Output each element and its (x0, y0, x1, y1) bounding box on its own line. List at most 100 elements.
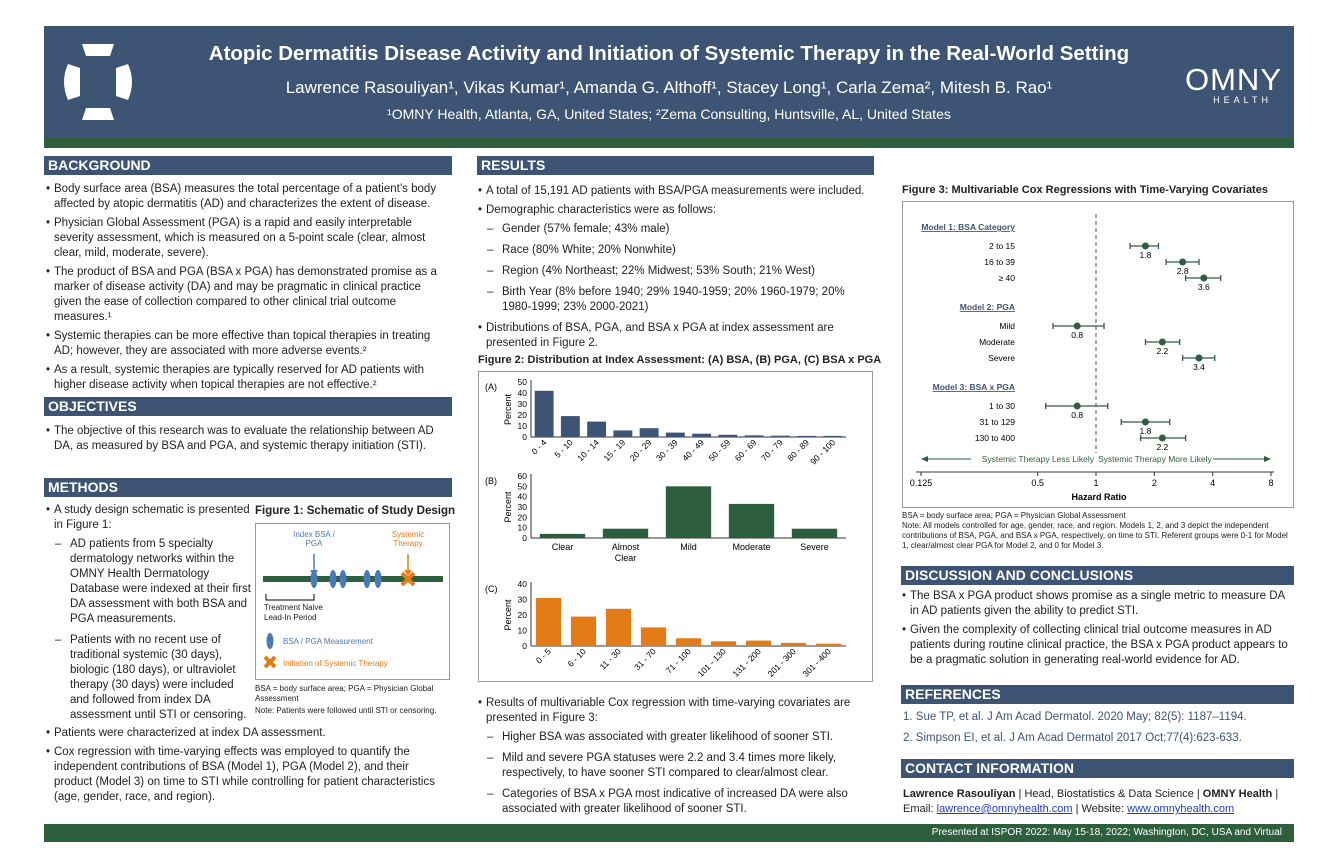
results-item: Region (4% Northeast; 22% Midwest; 53% S… (478, 264, 873, 279)
row-label: Severe (988, 353, 1015, 363)
background-list: Body surface area (BSA) measures the tot… (46, 182, 450, 397)
y-tick-label: 40 (518, 579, 528, 589)
point-estimate (1073, 402, 1081, 410)
x-tick-label: Clear (552, 542, 574, 552)
brand-sub: HEALTH (1213, 95, 1272, 105)
y-tick-label: 40 (518, 388, 528, 398)
x-tick-label: 11 - 30 (598, 646, 624, 672)
results-item: Categories of BSA x PGA most indicative … (478, 787, 873, 817)
point-estimate (1141, 242, 1149, 250)
x-tick-label: 20 - 29 (628, 437, 654, 463)
figure-2-caption: Figure 2: Distribution at Index Assessme… (478, 354, 882, 366)
x-tick-label: 40 - 49 (680, 437, 706, 463)
list-item: Physician Global Assessment (PGA) is a r… (46, 216, 450, 261)
references-list: 1. Sue TP, et al. J Am Acad Dermatol. 20… (903, 710, 1293, 746)
results-item: Results of multivariable Cox regression … (478, 696, 873, 726)
website-label: | Website: (1072, 803, 1128, 815)
reference-item: 2. Simpson EI, et al. J Am Acad Dermatol… (903, 732, 1242, 744)
legend-measurement: BSA / PGA Measurement (283, 637, 373, 646)
bar (640, 627, 667, 646)
bar (613, 430, 633, 437)
hr-value-label: 0.8 (1071, 330, 1083, 340)
bar (602, 528, 649, 538)
figure-3-forest-plot: Model 1: BSA Category 2 to 15 1.8 16 to 39 2… (902, 201, 1294, 508)
y-tick-label: 50 (518, 377, 528, 387)
methods-list: A study design schematic is presented in… (46, 503, 252, 729)
bar (535, 597, 562, 646)
methods-bullet: Patients were characterized at index DA … (46, 726, 450, 741)
row-label: 130 to 400 (975, 433, 1015, 443)
panel-label: (C) (485, 584, 498, 594)
email-link[interactable]: lawrence@omnyhealth.com (936, 803, 1073, 815)
bar (539, 533, 586, 538)
row-label: 1 to 30 (989, 401, 1015, 411)
right-arrow-icon (1264, 456, 1271, 462)
objectives-heading: OBJECTIVES (44, 397, 452, 416)
less-likely-label: Systemic Therapy Less Likely (982, 454, 1095, 464)
x-tick-label: 0.5 (1031, 478, 1044, 488)
bar (791, 528, 838, 538)
y-tick-label: 10 (518, 421, 528, 431)
panel-label: (B) (485, 476, 497, 486)
bar (744, 435, 764, 437)
footer-bar: Presented at ISPOR 2022: May 15-18, 2022… (44, 824, 1294, 842)
bar (587, 421, 607, 437)
x-tick-label: Moderate (732, 542, 770, 552)
x-tick-label: 0 - 4 (529, 437, 548, 456)
contact-name: Lawrence Rasouliyan (903, 788, 1016, 800)
y-axis-label: Percent (503, 491, 513, 523)
schematic-diagram (263, 554, 443, 669)
author-list: Lawrence Rasouliyan¹, Vikas Kumar¹, Aman… (285, 78, 1053, 97)
x-tick-label: 1 (1093, 478, 1098, 488)
hr-value-label: 0.8 (1071, 410, 1083, 420)
x-tick-label: 8 (1268, 478, 1273, 488)
point-estimate (1141, 418, 1149, 426)
bar (675, 638, 702, 646)
x-tick-label: 101 - 130 (695, 646, 728, 679)
arrow-label-bg (971, 453, 1213, 465)
discussion-heading: DISCUSSION AND CONCLUSIONS (901, 566, 1294, 585)
x-tick-label: 31 - 70 (632, 646, 658, 672)
x-tick-label: 201 - 300 (765, 646, 798, 679)
x-tick-label: 30 - 39 (654, 437, 680, 463)
left-arrow-icon (921, 456, 928, 462)
bar (710, 641, 737, 646)
x-tick-label: 0.125 (910, 478, 933, 488)
model-heading: Model 3: BSA x PGA (933, 382, 1015, 392)
list-item: Given the complexity of collecting clini… (902, 623, 1294, 668)
results-item: Mild and severe PGA statuses were 2.2 an… (478, 751, 873, 781)
hr-value-label: 1.8 (1140, 250, 1152, 260)
results-item: Higher BSA was associated with greater l… (478, 730, 873, 745)
bar (780, 642, 807, 646)
x-tick-label: 60 - 69 (733, 437, 759, 463)
bar (770, 435, 790, 437)
contact-sep: | (1272, 788, 1279, 800)
index-label: Index BSA / PGA (293, 530, 335, 548)
bar (815, 643, 842, 646)
x-tick-label: 2 (1152, 478, 1157, 488)
y-tick-label: 20 (518, 512, 528, 522)
bar (745, 640, 772, 646)
affiliations: ¹OMNY Health, Atlanta, GA, United States… (387, 106, 951, 122)
point-estimate (1179, 258, 1187, 266)
omny-health-logo: OMNY HEALTH (1152, 64, 1282, 105)
y-tick-label: 60 (518, 471, 528, 481)
contact-heading: CONTACT INFORMATION (901, 759, 1294, 778)
bar (570, 616, 597, 646)
bar (728, 503, 775, 538)
point-estimate (1195, 354, 1203, 362)
y-tick-label: 30 (518, 399, 528, 409)
row-label: Mild (999, 321, 1015, 331)
omny-circle-logo-icon (64, 44, 132, 120)
results-item: A total of 15,191 AD patients with BSA/P… (478, 184, 873, 199)
website-link[interactable]: www.omnyhealth.com (1127, 803, 1235, 815)
y-tick-label: 0 (522, 533, 527, 543)
bar (605, 608, 632, 646)
model-heading: Model 2: PGA (960, 302, 1015, 312)
hr-value-label: 2.2 (1156, 442, 1168, 452)
methods-heading: METHODS (44, 478, 452, 497)
list-item: The product of BSA and PGA (BSA x PGA) h… (46, 265, 450, 325)
list-item: Body surface area (BSA) measures the tot… (46, 182, 450, 212)
x-tick-label: 50 - 59 (707, 437, 733, 463)
